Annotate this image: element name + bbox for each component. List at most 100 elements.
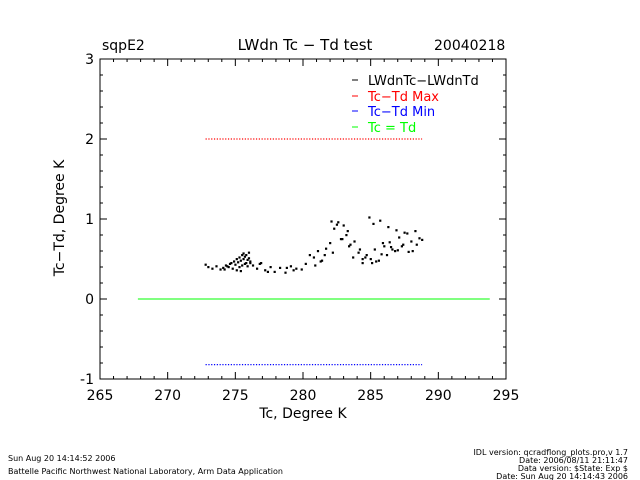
data-point bbox=[239, 270, 242, 273]
x-tick-label: 295 bbox=[493, 388, 520, 404]
data-point bbox=[219, 268, 222, 271]
data-point bbox=[304, 262, 307, 265]
data-point bbox=[381, 242, 385, 245]
y-tick-label: -1 bbox=[80, 372, 94, 388]
data-point bbox=[364, 256, 367, 259]
data-point bbox=[414, 230, 417, 233]
data-point bbox=[349, 243, 352, 246]
data-point bbox=[403, 231, 406, 234]
data-point bbox=[231, 267, 234, 270]
data-point bbox=[204, 263, 207, 266]
data-point bbox=[241, 254, 244, 257]
footer-idl-date: Date: 2006/08/11 21:11:47 bbox=[519, 456, 628, 465]
data-point bbox=[398, 236, 401, 239]
data-point bbox=[247, 251, 251, 254]
data-point bbox=[402, 243, 405, 246]
data-point bbox=[314, 264, 317, 267]
y-tick-label: 3 bbox=[85, 52, 94, 68]
data-point bbox=[243, 262, 247, 265]
data-point bbox=[333, 227, 336, 230]
data-point bbox=[372, 222, 375, 225]
data-point bbox=[320, 259, 324, 262]
data-point bbox=[368, 216, 371, 219]
data-point bbox=[246, 258, 249, 261]
data-point bbox=[222, 266, 225, 269]
data-point bbox=[358, 248, 362, 251]
data-point bbox=[284, 271, 287, 274]
y-tick-label: 1 bbox=[85, 212, 94, 228]
legend-label-data: LWdnTc−LWdnTd bbox=[368, 74, 479, 89]
data-point bbox=[241, 264, 244, 267]
data-point bbox=[228, 262, 232, 265]
data-point bbox=[319, 260, 322, 263]
x-tick-label: 270 bbox=[154, 388, 181, 404]
x-tick-label: 280 bbox=[290, 388, 317, 404]
plot-frame bbox=[99, 58, 507, 380]
data-point bbox=[211, 267, 214, 270]
data-point bbox=[407, 250, 410, 253]
data-point bbox=[330, 220, 333, 223]
data-point bbox=[232, 260, 236, 263]
data-point bbox=[226, 265, 229, 268]
x-tick-label: 290 bbox=[425, 388, 452, 404]
data-point bbox=[308, 254, 311, 257]
data-point bbox=[394, 250, 397, 253]
data-point bbox=[312, 256, 316, 259]
data-point bbox=[410, 240, 413, 243]
station-label: sqpE2 bbox=[102, 38, 145, 54]
y-tick-label: 0 bbox=[85, 292, 94, 308]
data-point bbox=[400, 245, 403, 248]
data-point bbox=[300, 268, 303, 271]
data-point bbox=[316, 250, 320, 253]
data-point bbox=[323, 254, 326, 257]
data-point bbox=[377, 259, 380, 262]
x-tick-label: 275 bbox=[222, 388, 249, 404]
footer-data-version: Data version: $State: Exp $ bbox=[518, 464, 628, 473]
axis-ticks: 265 270 275 280 285 290 295 -1 0 1 2 3 bbox=[80, 52, 519, 404]
data-point bbox=[247, 257, 251, 260]
data-point bbox=[339, 238, 343, 241]
footer-idl-version: IDL version: qcradflong_plots.pro,v 1.7 bbox=[473, 448, 628, 457]
data-point bbox=[337, 221, 340, 224]
data-point bbox=[335, 223, 339, 226]
data-point bbox=[361, 262, 364, 265]
data-point bbox=[353, 240, 356, 243]
y-axis-label: Tc−Td, Degree K bbox=[52, 159, 68, 277]
data-point bbox=[387, 226, 390, 229]
legend-label-min: Tc−Td Min bbox=[367, 105, 435, 120]
data-point bbox=[243, 255, 247, 258]
data-point bbox=[258, 262, 261, 265]
series-layer bbox=[137, 138, 490, 366]
data-point bbox=[242, 252, 245, 255]
data-point bbox=[245, 262, 248, 265]
data-point bbox=[383, 245, 386, 248]
data-point bbox=[264, 269, 267, 272]
data-point bbox=[373, 248, 376, 251]
data-point bbox=[246, 265, 249, 268]
data-point bbox=[245, 254, 248, 257]
data-point bbox=[391, 248, 394, 251]
data-point bbox=[329, 242, 332, 245]
data-point bbox=[224, 264, 228, 267]
data-point bbox=[285, 266, 288, 269]
data-point bbox=[249, 262, 252, 265]
data-point bbox=[238, 266, 241, 269]
x-axis-label: Tc, Degree K bbox=[258, 406, 347, 422]
data-point bbox=[365, 254, 368, 257]
data-point bbox=[395, 229, 398, 232]
legend-label-equal: Tc = Td bbox=[367, 121, 416, 136]
data-point bbox=[242, 258, 245, 261]
data-point bbox=[238, 256, 241, 259]
data-point bbox=[325, 247, 328, 250]
data-point bbox=[235, 258, 238, 261]
data-point bbox=[406, 232, 409, 235]
data-point bbox=[346, 230, 349, 233]
data-point bbox=[260, 262, 263, 265]
data-point bbox=[389, 246, 393, 249]
data-point bbox=[375, 260, 378, 263]
x-tick-label: 265 bbox=[87, 388, 114, 404]
data-point bbox=[371, 262, 374, 265]
data-point bbox=[388, 241, 391, 244]
data-point bbox=[227, 266, 230, 269]
